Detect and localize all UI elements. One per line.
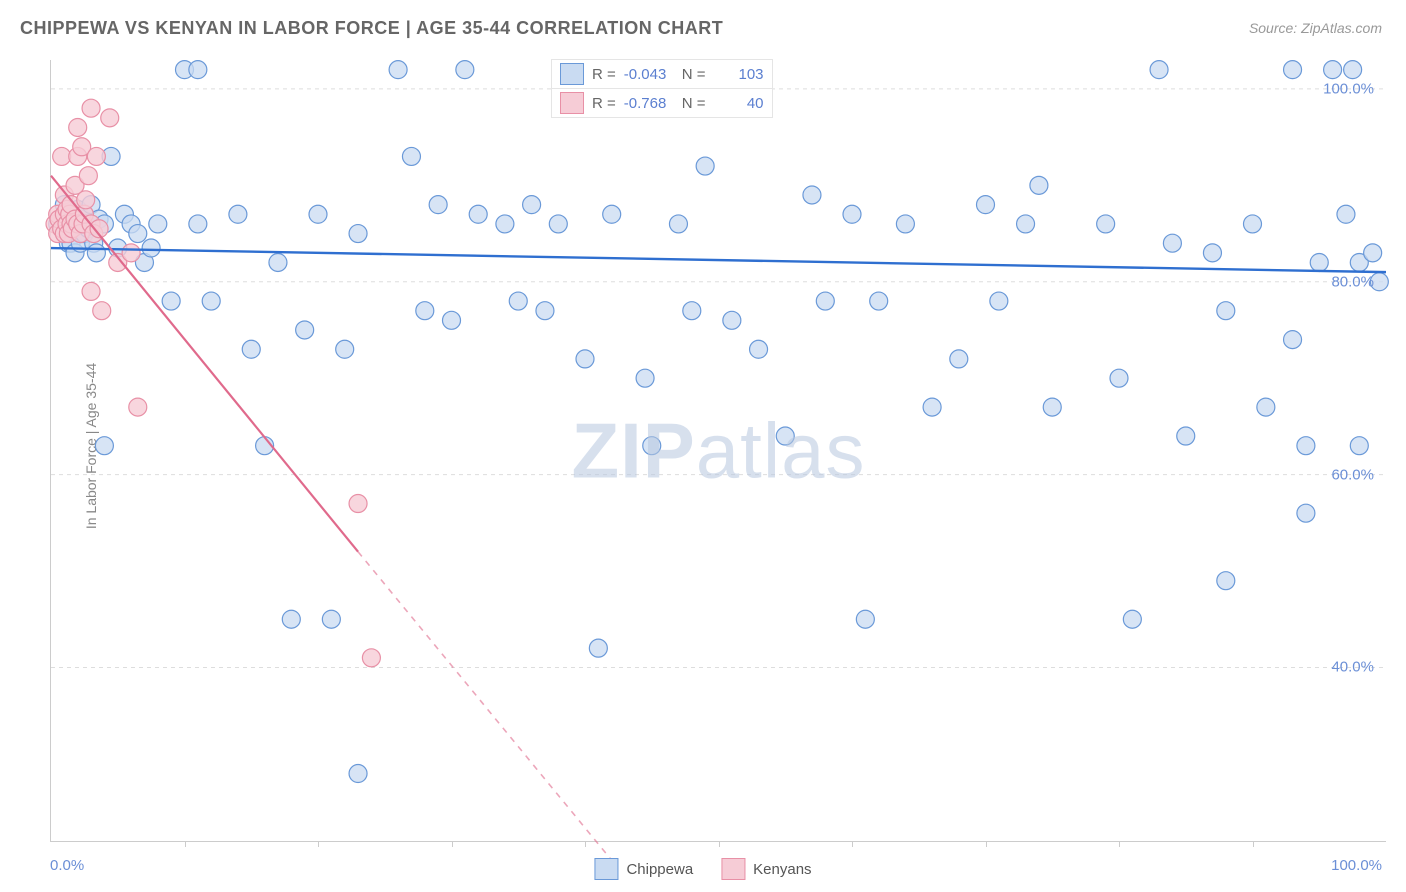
- y-tick-label: 40.0%: [1331, 659, 1374, 676]
- r-value-a: -0.043: [624, 66, 674, 83]
- stats-row-chippewa: R = -0.043 N = 103: [551, 59, 773, 89]
- legend-label-kenyans: Kenyans: [753, 861, 811, 878]
- x-tick: [719, 841, 720, 847]
- x-min-label: 0.0%: [50, 857, 84, 874]
- stats-row-kenyans: R = -0.768 N = 40: [551, 88, 773, 118]
- y-tick-label: 100.0%: [1323, 80, 1374, 97]
- swatch-kenyans: [560, 92, 584, 114]
- x-tick: [986, 841, 987, 847]
- chart-plot-area: ZIPatlas R = -0.043 N = 103 R = -0.768 N…: [50, 60, 1386, 842]
- x-tick: [585, 841, 586, 847]
- y-tick-label: 80.0%: [1331, 273, 1374, 290]
- swatch-chippewa: [560, 63, 584, 85]
- stats-legend: R = -0.043 N = 103 R = -0.768 N = 40: [551, 60, 773, 118]
- r-label-a: R =: [592, 66, 616, 83]
- r-label-b: R =: [592, 95, 616, 112]
- x-tick: [852, 841, 853, 847]
- plot-svg: [51, 60, 1386, 841]
- legend-item-kenyans: Kenyans: [721, 858, 811, 880]
- source-credit: Source: ZipAtlas.com: [1249, 20, 1382, 36]
- series-legend: Chippewa Kenyans: [594, 858, 811, 880]
- legend-item-chippewa: Chippewa: [594, 858, 693, 880]
- chart-title: CHIPPEWA VS KENYAN IN LABOR FORCE | AGE …: [20, 18, 723, 39]
- n-value-b: 40: [714, 95, 764, 112]
- legend-label-chippewa: Chippewa: [626, 861, 693, 878]
- x-tick: [318, 841, 319, 847]
- x-tick: [185, 841, 186, 847]
- n-value-a: 103: [714, 66, 764, 83]
- y-tick-label: 60.0%: [1331, 466, 1374, 483]
- legend-swatch-chippewa: [594, 858, 618, 880]
- x-tick: [452, 841, 453, 847]
- x-tick: [1253, 841, 1254, 847]
- legend-swatch-kenyans: [721, 858, 745, 880]
- n-label-b: N =: [682, 95, 706, 112]
- r-value-b: -0.768: [624, 95, 674, 112]
- n-label-a: N =: [682, 66, 706, 83]
- x-tick: [1119, 841, 1120, 847]
- x-max-label: 100.0%: [1331, 857, 1382, 874]
